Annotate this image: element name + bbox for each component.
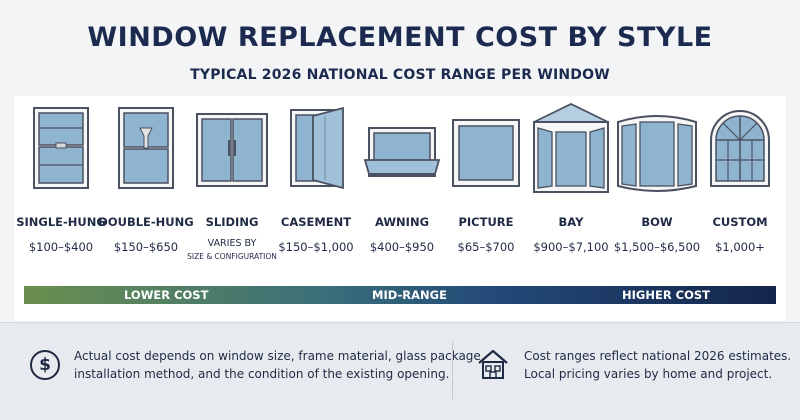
double-hung-window-icon	[118, 107, 174, 189]
style-price: $100–$400	[28, 240, 94, 254]
cost-scale-mid-label: MID-RANGE	[372, 288, 447, 302]
style-name: CASEMENT	[280, 215, 352, 229]
note-line: Actual cost depends on window size, fram…	[74, 349, 485, 363]
style-single-hung: SINGLE-HUNG $100–$400	[16, 100, 106, 270]
bay-window-icon	[533, 102, 609, 193]
bow-window-icon	[617, 115, 697, 192]
custom-arched-window-icon	[710, 110, 770, 187]
footer-divider	[452, 341, 453, 399]
awning-window-icon	[363, 127, 441, 177]
style-name: CUSTOM	[712, 215, 768, 229]
style-price: $150–$650	[113, 240, 179, 254]
style-price: $900–$7,100	[533, 240, 609, 254]
page-subtitle: TYPICAL 2026 NATIONAL COST RANGE PER WIN…	[190, 67, 610, 83]
style-double-hung: DOUBLE-HUNG $150–$650	[98, 100, 194, 270]
note-line: installation method, and the condition o…	[74, 367, 450, 381]
style-price-line: VARIES BY	[207, 238, 257, 249]
style-price: $150–$1,000	[278, 240, 354, 254]
house-icon	[478, 349, 508, 379]
style-picture: PICTURE $65–$700	[443, 100, 529, 270]
style-price: $1,000+	[715, 240, 765, 254]
estimate-disclaimer-note: Cost ranges reflect national 2026 estima…	[524, 347, 791, 383]
note-line: Local pricing varies by home and project…	[524, 367, 773, 381]
style-bay: BAY $900–$7,100	[528, 100, 614, 270]
style-price: $400–$950	[369, 240, 435, 254]
footer-notes: $ Actual cost depends on window size, fr…	[0, 322, 800, 420]
dollar-icon: $	[30, 350, 60, 380]
style-name: BOW	[641, 215, 673, 229]
cost-scale-high-label: HIGHER COST	[622, 288, 711, 302]
note-line: Cost ranges reflect national 2026 estima…	[524, 349, 792, 363]
style-casement: CASEMENT $150–$1,000	[273, 100, 359, 270]
style-name: AWNING	[374, 215, 430, 229]
casement-window-icon	[290, 106, 344, 190]
cost-factors-note: Actual cost depends on window size, fram…	[74, 347, 485, 383]
style-name: BAY	[558, 215, 584, 229]
style-price: $65–$700	[457, 240, 515, 254]
sliding-window-icon	[196, 113, 268, 187]
style-bow: BOW $1,500–$6,500	[614, 100, 700, 270]
single-hung-window-icon	[33, 107, 89, 189]
style-price-line: SIZE & CONFIGURATION	[187, 252, 277, 261]
page-title: WINDOW REPLACEMENT COST BY STYLE	[87, 22, 713, 53]
cost-scale-low-label: LOWER COST	[124, 288, 209, 302]
style-name: PICTURE	[458, 215, 514, 229]
style-sliding: SLIDING VARIES BY SIZE & CONFIGURATION	[187, 100, 277, 270]
style-custom: CUSTOM $1,000+	[697, 100, 783, 270]
style-price: $1,500–$6,500	[613, 240, 701, 254]
style-name: DOUBLE-HUNG	[98, 215, 194, 229]
style-awning: AWNING $400–$950	[359, 100, 445, 270]
style-price: VARIES BY SIZE & CONFIGURATION	[181, 237, 283, 263]
cost-scale-bar: LOWER COST MID-RANGE HIGHER COST	[24, 286, 776, 304]
style-name: SLIDING	[205, 215, 259, 229]
style-name: SINGLE-HUNG	[16, 215, 106, 229]
picture-window-icon	[452, 119, 520, 187]
